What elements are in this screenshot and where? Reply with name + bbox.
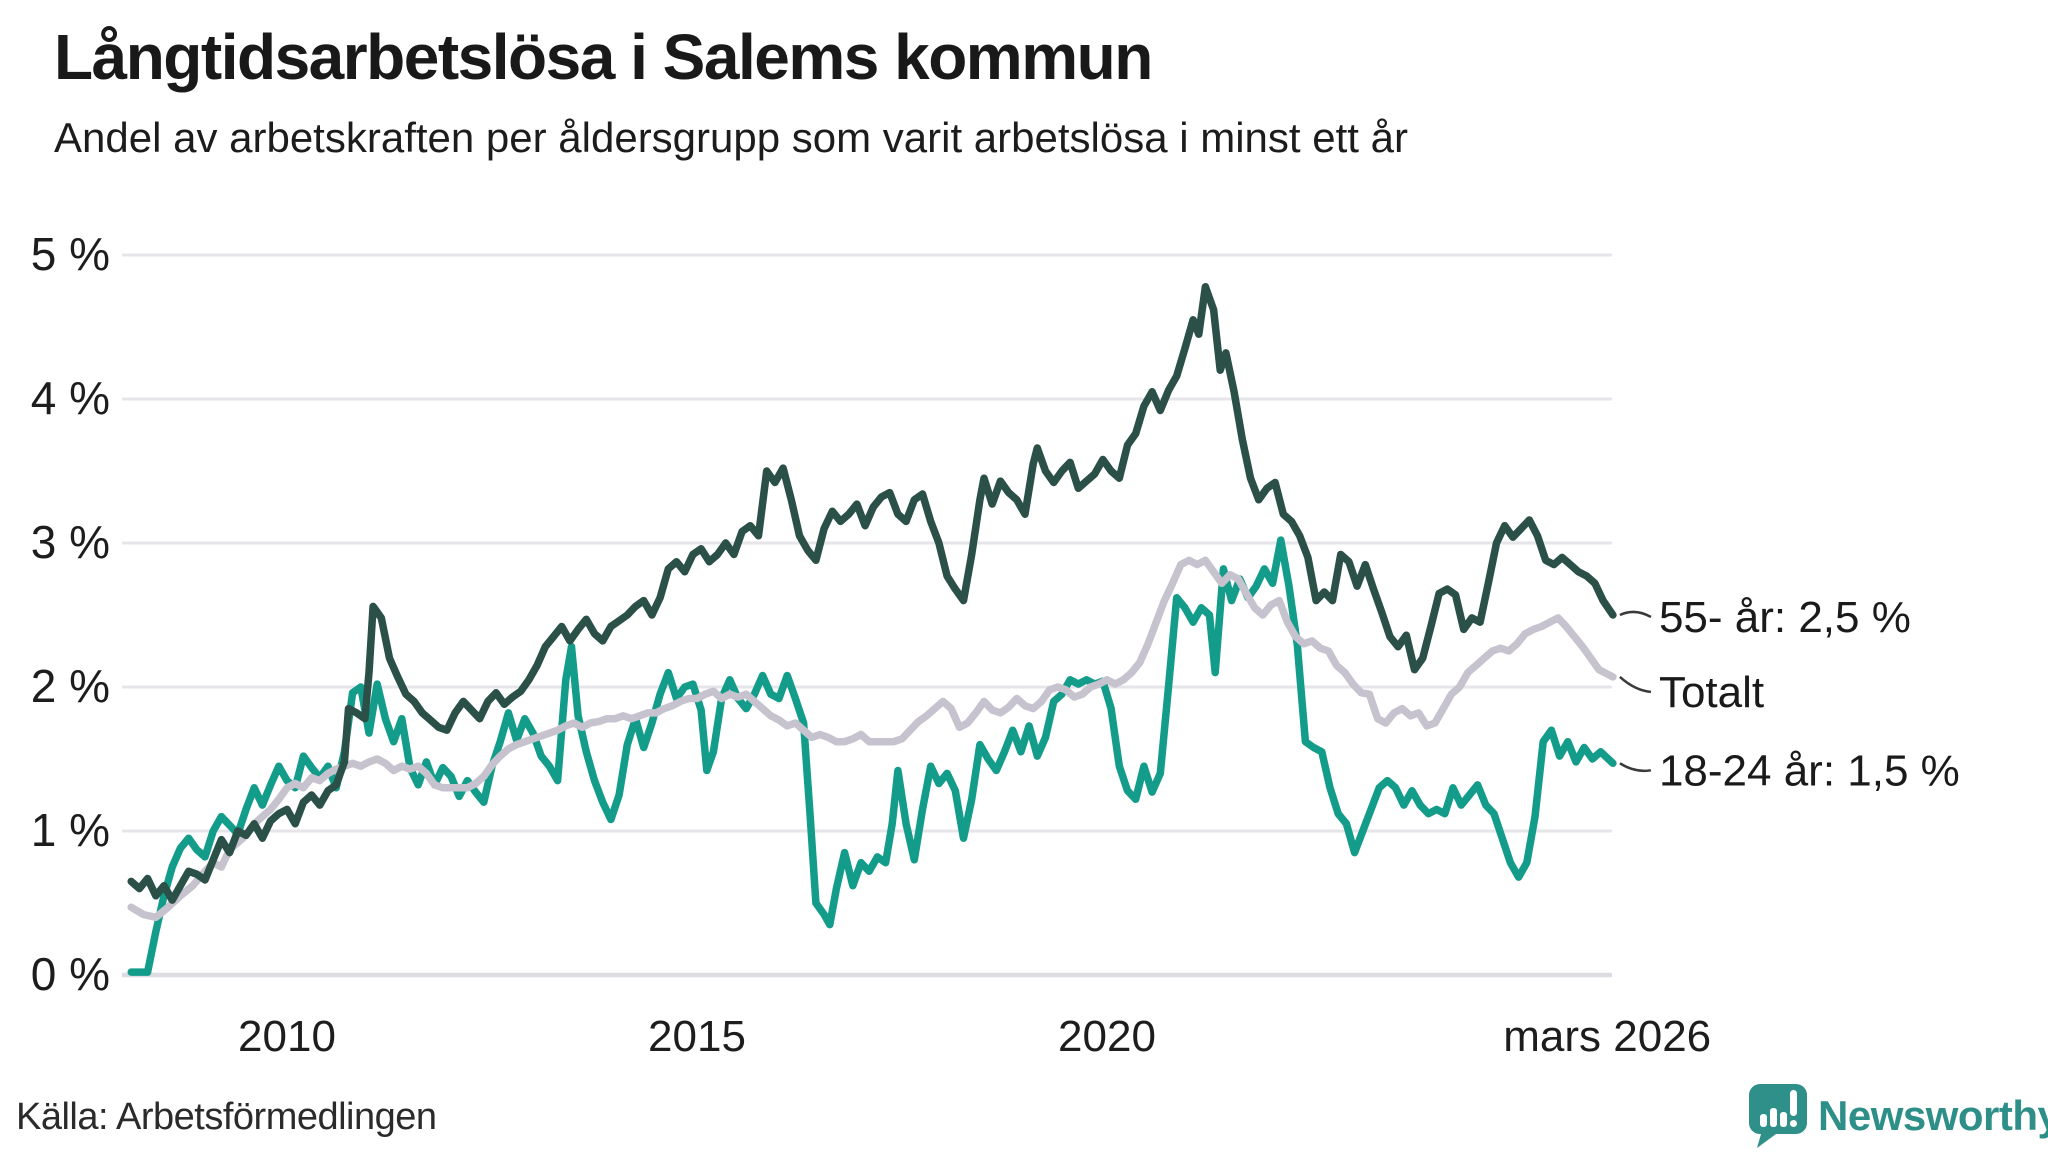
source-note: Källa: Arbetsförmedlingen (16, 1096, 437, 1138)
label-connector (1619, 610, 1652, 619)
page-title: Långtidsarbetslösa i Salems kommun (54, 21, 1153, 93)
page-subtitle: Andel av arbetskraften per åldersgrupp s… (54, 114, 1408, 161)
x-tick-label: 2010 (238, 1012, 336, 1061)
newsworthy-logo: Newsworthy (1748, 1084, 2048, 1148)
y-tick-label: 4 % (31, 372, 110, 424)
label-connector (1619, 675, 1652, 694)
series-line-55-r (127, 282, 1617, 904)
x-tick-label: 2020 (1058, 1012, 1156, 1061)
label-connector (1619, 762, 1652, 773)
series-line-18-24-r (127, 536, 1617, 976)
series-end-label: Totalt (1659, 668, 1764, 717)
x-tick-label: 2015 (648, 1012, 746, 1061)
series-end-label: 55- år: 2,5 % (1659, 593, 1911, 642)
y-tick-label: 3 % (31, 516, 110, 568)
y-tick-label: 0 % (31, 948, 110, 1000)
newsworthy-wordmark: Newsworthy (1818, 1092, 2048, 1139)
series-line-totalt (127, 556, 1617, 922)
newsworthy-speech-bubble-chart-icon (1748, 1084, 1807, 1148)
y-tick-label: 2 % (31, 660, 110, 712)
x-tick-label: mars 2026 (1503, 1012, 1711, 1061)
series-end-label: 18-24 år: 1,5 % (1659, 746, 1960, 795)
y-tick-label: 5 % (31, 228, 110, 280)
y-tick-label: 1 % (31, 804, 110, 856)
